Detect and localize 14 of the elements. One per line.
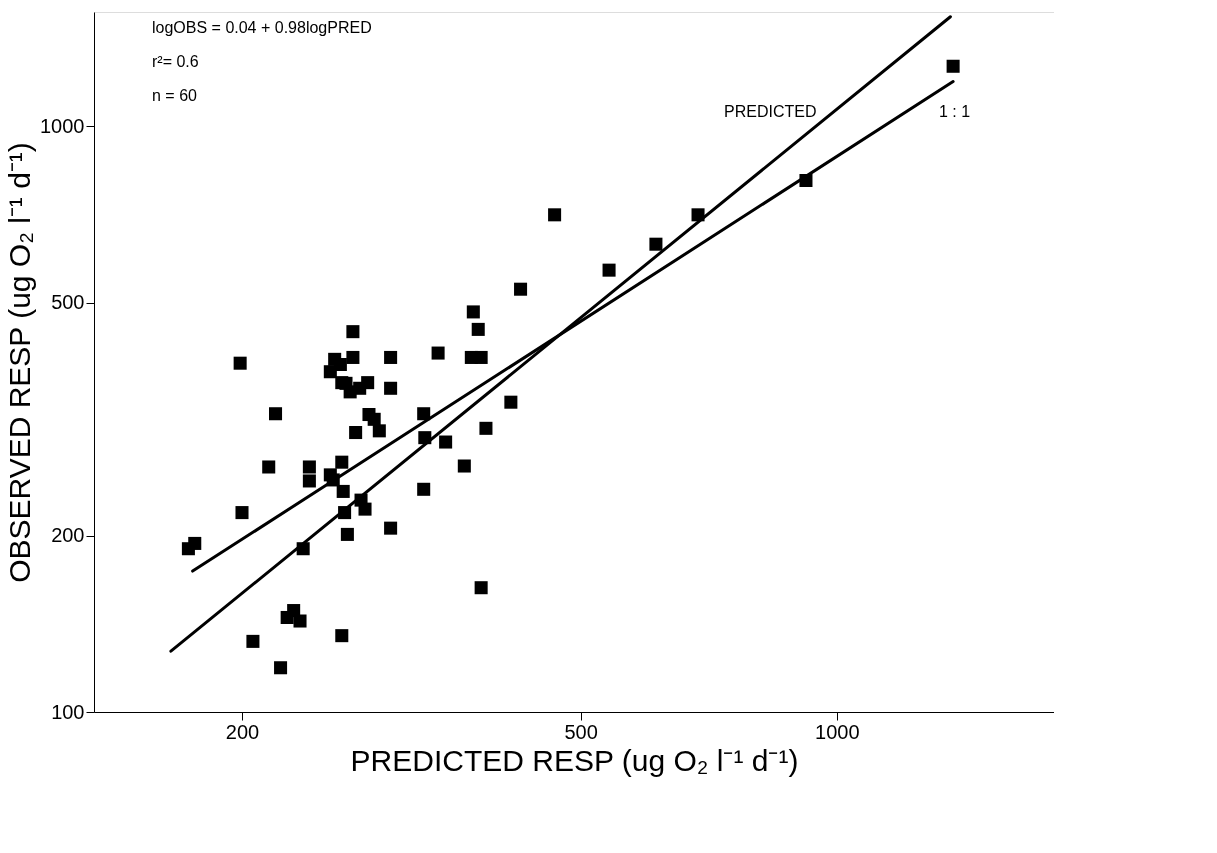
x-tick-label: 500 [564,720,598,743]
x-axis-title: PREDICTED RESP (ug O₂ l⁻¹ d⁻¹) [350,743,799,777]
x-tick-label: 1000 [815,720,860,743]
y-tick-label: 500 [51,291,85,314]
annotation: r²= 0.6 [152,53,199,70]
y-tick-label: 200 [51,524,85,547]
y-axis-title: OBSERVED RESP (ug O₂ l⁻¹ d⁻¹) [3,142,37,583]
annotation: PREDICTED [724,103,817,120]
y-tick-label: 1000 [40,114,85,137]
annotation: logOBS = 0.04 + 0.98logPRED [152,19,372,36]
annotation: n = 60 [152,87,198,104]
y-tick-label: 100 [51,700,85,723]
x-tick-label: 200 [225,720,260,743]
annotation: 1 : 1 [939,103,971,120]
